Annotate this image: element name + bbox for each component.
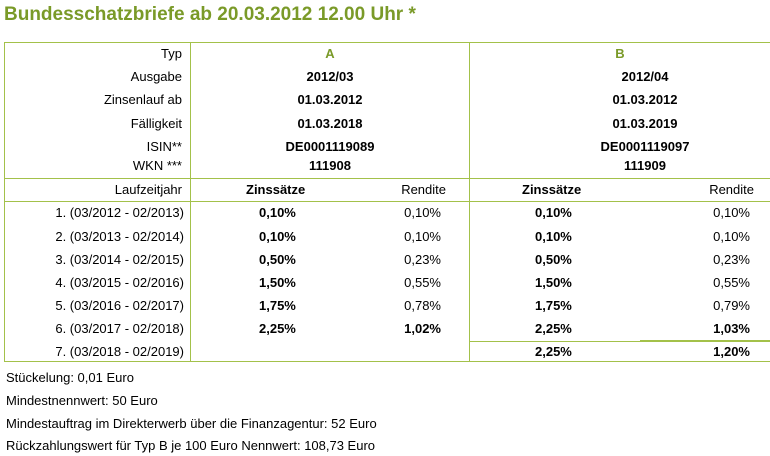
row-a-zinssatz: 0,10% [259, 229, 296, 244]
row-a-rendite: 0,55% [404, 275, 441, 290]
footnote: Mindestnennwert: 50 Euro [6, 393, 158, 408]
row-six-b-separator [469, 341, 770, 342]
row-b-zinssatz: 1,75% [535, 298, 572, 313]
row-laufzeitjahr: 6. (03/2017 - 02/2018) [55, 321, 184, 336]
row-a-zinssatz: 0,10% [259, 205, 296, 220]
row-a-zinssatz: 0,50% [259, 252, 296, 267]
type-a-faelligkeit: 01.03.2018 [297, 116, 363, 131]
row-a-zinssatz: 1,75% [259, 298, 296, 313]
row-a-zinssatz: 2,25% [259, 321, 296, 336]
table-top-border [4, 42, 770, 43]
footnote: Rückzahlungswert für Typ B je 100 Euro N… [6, 438, 376, 453]
header-label: Fälligkeit [130, 116, 182, 131]
type-a-zinsenlauf: 01.03.2012 [297, 92, 363, 107]
label-column-divider [190, 42, 191, 362]
row-a-rendite: 1,02% [404, 321, 441, 336]
header-label: ISIN** [146, 139, 182, 154]
header-label: WKN *** [132, 158, 182, 173]
type-b-left-border [469, 42, 470, 342]
page-title: Bundesschatzbriefe ab 20.03.2012 12.00 U… [4, 4, 416, 25]
row-laufzeitjahr: 4. (03/2015 - 02/2016) [55, 275, 184, 290]
row-b-rendite: 0,55% [713, 275, 750, 290]
row-laufzeitjahr: 3. (03/2014 - 02/2015) [55, 252, 184, 267]
type-b-ausgabe: 2012/04 [621, 69, 669, 84]
header-label: Zinsenlauf ab [103, 92, 182, 107]
row-a-rendite: 0,23% [404, 252, 441, 267]
row-b-zinssatz: 0,10% [535, 205, 572, 220]
type-a-wkn: 111908 [309, 158, 351, 173]
footnote: Stückelung: 0,01 Euro [6, 370, 134, 385]
row-b-rendite: 1,03% [713, 321, 750, 336]
table-left-border [4, 42, 5, 362]
row-b-zinssatz: 0,50% [535, 252, 572, 267]
footnote: Mindestauftrag im Direkterwerb über die … [6, 416, 377, 431]
type-a-zinssaetze-header: Zinssätze [246, 182, 306, 197]
header-label: Typ [161, 46, 182, 61]
type-b-wkn: 111909 [624, 158, 666, 173]
row-b-rendite: 0,23% [713, 252, 750, 267]
column-header-separator [4, 201, 770, 202]
row-a-rendite: 0,78% [404, 298, 441, 313]
type-b-label: B [615, 46, 625, 61]
header-separator [4, 178, 770, 179]
type-b-isin: DE0001119097 [600, 139, 690, 154]
row-a-rendite: 0,10% [404, 205, 441, 220]
row-b-rendite: 0,10% [713, 229, 750, 244]
type-a-isin: DE0001119089 [285, 139, 375, 154]
row-b-zinssatz: 2,25% [535, 344, 572, 359]
type-a-rendite-header: Rendite [401, 182, 446, 197]
row-laufzeitjahr: 2. (03/2013 - 02/2014) [55, 229, 184, 244]
type-a-ausgabe: 2012/03 [306, 69, 354, 84]
row-a-zinssatz: 1,50% [259, 275, 296, 290]
header-label: Ausgabe [130, 69, 182, 84]
type-b-faelligkeit: 01.03.2019 [612, 116, 678, 131]
type-b-zinssaetze-header: Zinssätze [522, 182, 582, 197]
row-laufzeitjahr: 5. (03/2016 - 02/2017) [55, 298, 184, 313]
row-b-zinssatz: 2,25% [535, 321, 572, 336]
row-b-zinssatz: 1,50% [535, 275, 572, 290]
type-b-zinsenlauf: 01.03.2012 [612, 92, 678, 107]
row-b-rendite: 0,79% [713, 298, 750, 313]
rendite-b-separator [640, 340, 770, 341]
row-b-rendite: 1,20% [713, 344, 750, 359]
row-laufzeitjahr: 1. (03/2012 - 02/2013) [55, 205, 184, 220]
row-laufzeitjahr: 7. (03/2018 - 02/2019) [55, 344, 184, 359]
type-b-rendite-header: Rendite [709, 182, 754, 197]
type-a-label: A [325, 46, 335, 61]
row-b-zinssatz: 0,10% [535, 229, 572, 244]
table-bottom-border [4, 361, 770, 362]
row-b-rendite: 0,10% [713, 205, 750, 220]
laufzeitjahr-header: Laufzeitjahr [114, 182, 182, 197]
row-a-rendite: 0,10% [404, 229, 441, 244]
